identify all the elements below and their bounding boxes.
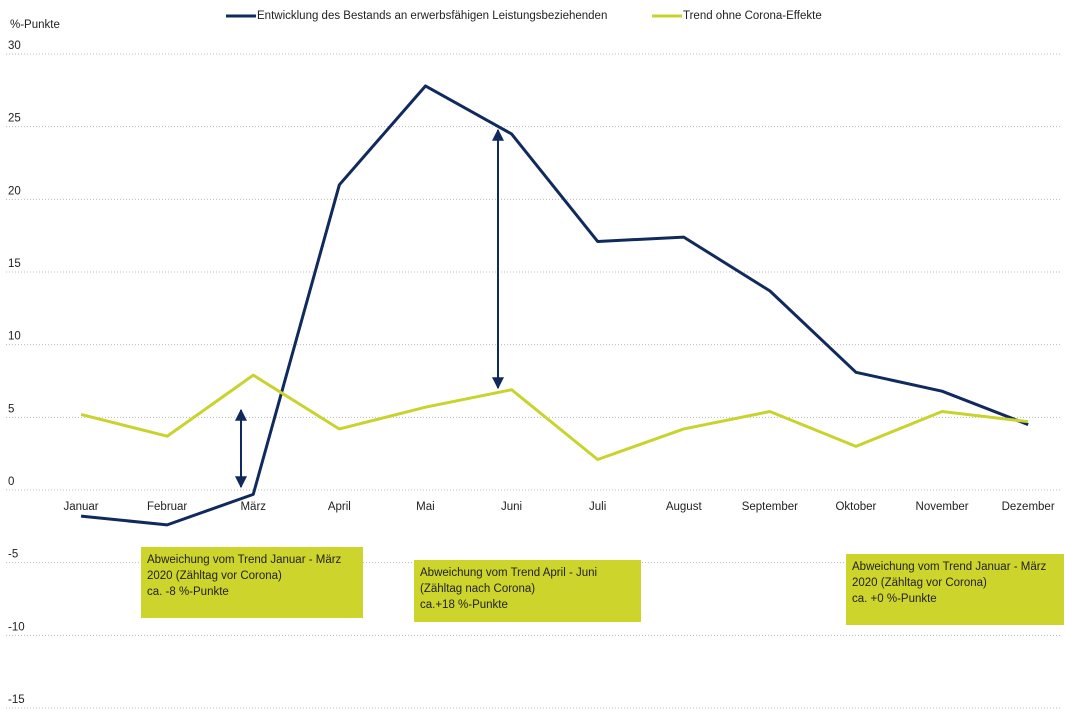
y-tick-label: 15 [8,258,21,270]
annotation-text: Abweichung vom Trend Januar - März [147,554,342,566]
y-tick-label: 0 [8,476,14,488]
annotations: Abweichung vom Trend Januar - März 2020 (… [141,547,1064,625]
legend-label: Trend ohne Corona-Effekte [683,10,822,22]
x-tick-label: November [916,501,969,513]
annotation-text: Abweichung vom Trend April - Juni [420,567,597,579]
plot [80,84,1029,527]
x-tick-label: Mai [416,501,435,513]
x-tick-label: Juli [589,501,606,513]
annotation-box [141,547,363,618]
x-tick-label: Januar [63,501,98,513]
y-tick-label: 20 [8,185,21,197]
x-tick-label: April [328,501,351,513]
annotation-text: ca. +0 %-Punkte [852,593,937,605]
x-tick-label: März [240,501,266,513]
x-tick-label: September [742,501,798,513]
series-line [80,84,1029,527]
y-tick-label: 30 [8,40,21,52]
y-tick-label: -15 [8,694,25,706]
y-tick-label: -10 [8,621,25,633]
annotation-box [414,560,641,622]
y-tick-label: 5 [8,403,14,415]
legend-label: Entwicklung des Bestands an erwerbsfähig… [257,10,607,22]
series-line [80,373,1029,461]
x-tick-label: Oktober [835,501,876,513]
y-tick-label: -5 [8,549,18,561]
annotation-text: 2020 (Zähltag vor Corona) [852,577,987,589]
x-tick-label: Juni [501,501,522,513]
x-tick-label: August [666,501,703,513]
annotation-text: (Zähltag nach Corona) [420,583,535,595]
y-tick-label: 10 [8,331,21,343]
annotation-text: 2020 (Zähltag vor Corona) [147,570,282,582]
x-tick-label: Dezember [1002,501,1055,513]
annotation-box [846,554,1064,625]
annotation-text: ca. -8 %-Punkte [147,586,229,598]
annotation-text: Abweichung vom Trend Januar - März [852,561,1047,573]
y-axis-label: %-Punkte [10,19,60,31]
annotation-text: ca.+18 %-Punkte [420,599,508,611]
y-tick-label: 25 [8,113,21,125]
x-tick-label: Februar [147,501,187,513]
